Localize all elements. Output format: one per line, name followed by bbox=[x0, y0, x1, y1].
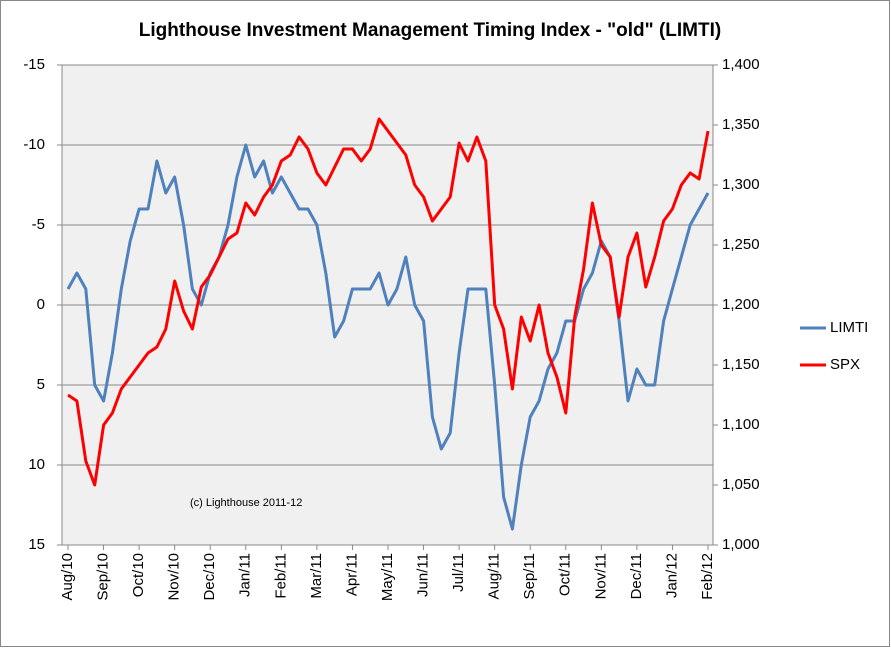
y-tick-label: 15 bbox=[28, 536, 45, 553]
y-tick-label: 10 bbox=[28, 456, 45, 473]
series-line bbox=[67, 117, 710, 487]
y2-tick-label: 1,200 bbox=[722, 296, 760, 313]
annotation: (c) Lighthouse 2011-12 bbox=[190, 497, 302, 509]
y2-tick-label: 1,150 bbox=[722, 356, 760, 373]
x-tick-label: Sep/11 bbox=[521, 553, 538, 599]
x-tick-label: Apr/11 bbox=[343, 553, 360, 596]
x-tick-label: Mar/11 bbox=[308, 553, 325, 599]
y2-tick-label: 1,050 bbox=[722, 476, 760, 493]
x-tick-label: Dec/11 bbox=[628, 553, 645, 599]
x-tick-label: Feb/11 bbox=[272, 553, 289, 599]
x-tick-label: Jun/11 bbox=[415, 553, 432, 597]
x-tick-label: May/11 bbox=[379, 553, 396, 601]
y-tick-label: 0 bbox=[37, 296, 45, 313]
x-tick-label: Feb/12 bbox=[699, 553, 716, 600]
x-tick-label: Nov/10 bbox=[166, 553, 183, 601]
y2-tick-label: 1,400 bbox=[722, 56, 760, 73]
legend-label: LIMTI bbox=[830, 319, 868, 336]
y-tick-label: -5 bbox=[32, 216, 45, 233]
y-tick-label: -15 bbox=[23, 56, 45, 73]
x-tick-label: Dec/10 bbox=[201, 553, 218, 601]
y2-tick-label: 1,300 bbox=[722, 176, 760, 193]
x-tick-label: Aug/11 bbox=[486, 553, 503, 599]
x-tick-label: Oct/11 bbox=[557, 553, 574, 596]
x-tick-label: Sep/10 bbox=[95, 553, 112, 601]
y2-tick-label: 1,250 bbox=[722, 236, 760, 253]
x-tick-label: Jul/11 bbox=[450, 553, 467, 592]
legend-label: SPX bbox=[830, 356, 860, 373]
x-tick-label: Aug/10 bbox=[59, 553, 76, 601]
chart-title: Lighthouse Investment Management Timing … bbox=[139, 20, 721, 41]
x-tick-label: Nov/11 bbox=[592, 553, 609, 599]
x-tick-label: Jan/11 bbox=[237, 553, 254, 597]
x-tick-label: Jan/12 bbox=[663, 553, 680, 598]
y2-tick-label: 1,350 bbox=[722, 116, 760, 133]
y-tick-label: 5 bbox=[37, 376, 45, 393]
y2-tick-label: 1,000 bbox=[722, 536, 760, 553]
x-tick-label: Oct/10 bbox=[130, 553, 147, 597]
y2-tick-label: 1,100 bbox=[722, 416, 760, 433]
y-tick-label: -10 bbox=[23, 136, 45, 153]
